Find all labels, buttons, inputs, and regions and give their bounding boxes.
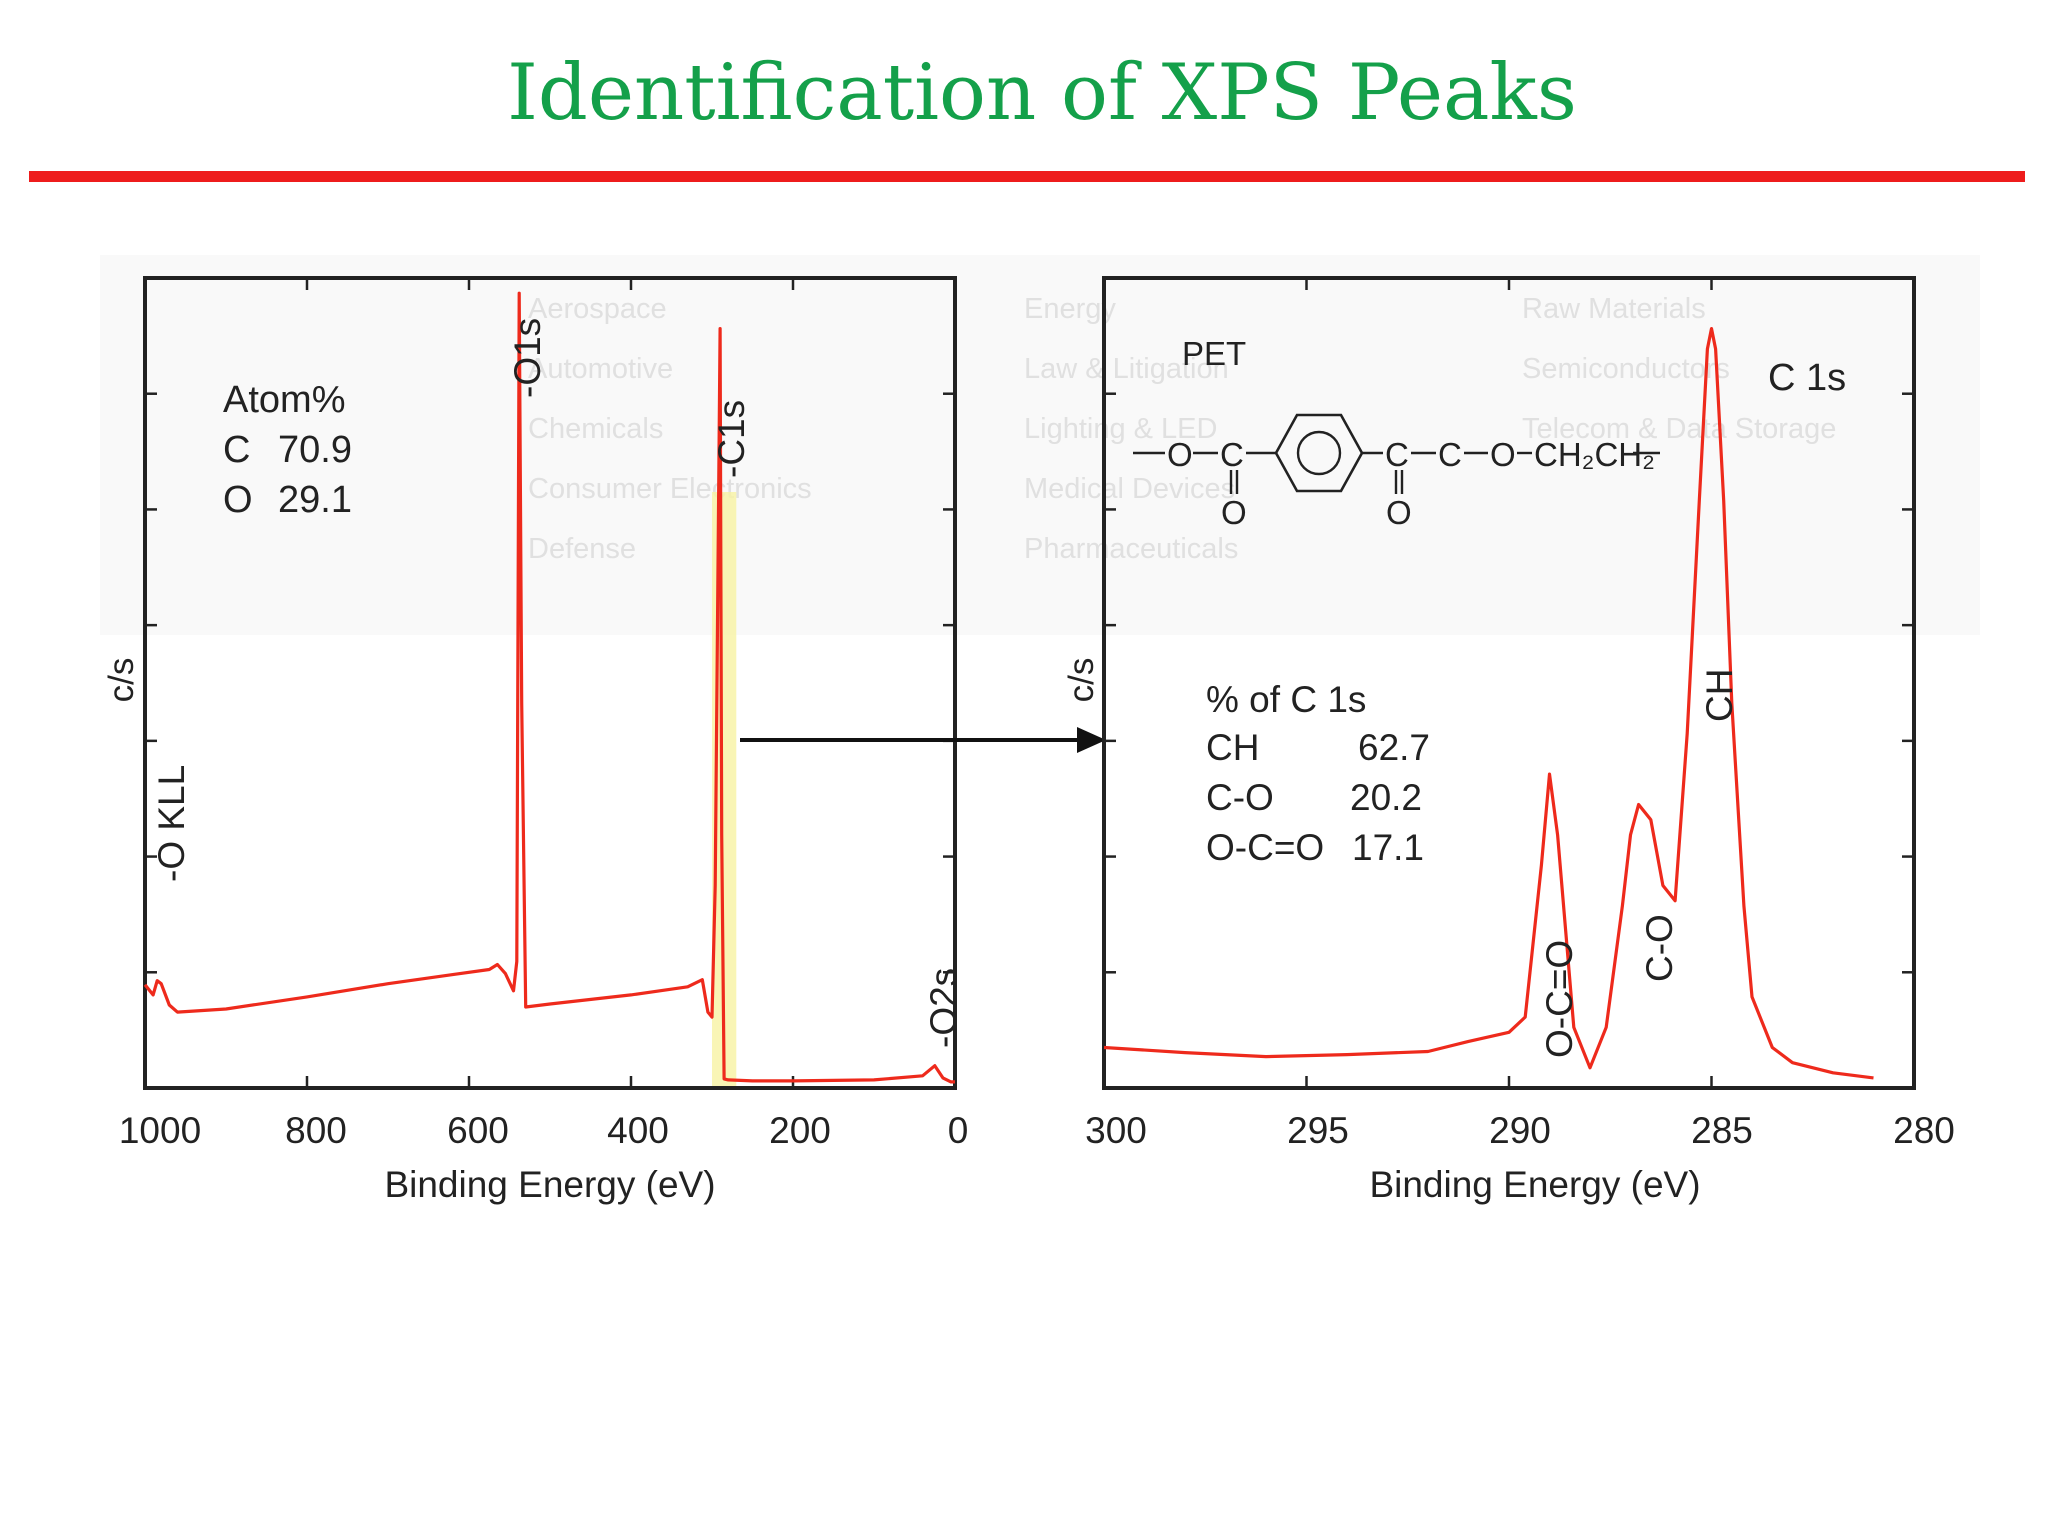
watermark-text-group: Aerospace Automotive Chemicals Consumer … (528, 293, 1836, 565)
c1s-tick-label: 285 (1691, 1110, 1753, 1151)
c1s-component-name: O-C=O (1206, 827, 1324, 868)
watermark-item: Medical Devices (1024, 473, 1235, 505)
survey-y-axis-label: c/s (102, 658, 141, 703)
structure-atom: O (1221, 494, 1247, 531)
c1s-tick-group (1102, 278, 1916, 1088)
survey-peak-label-o-kll: -O KLL (151, 765, 192, 882)
watermark-item: Telecom & Data Storage (1522, 413, 1836, 445)
watermark-item: Pharmaceuticals (1024, 533, 1238, 565)
c1s-component-name: CH (1206, 727, 1259, 768)
c1s-component-name: C-O (1206, 777, 1274, 818)
c1s-peak-label-ether: C-O (1639, 914, 1680, 982)
c1s-component-value: 62.7 (1358, 727, 1430, 768)
zoom-arrow (740, 727, 1106, 753)
c1s-tick-label: 280 (1893, 1110, 1955, 1151)
survey-peak-label-o1s: -O1s (507, 318, 548, 398)
c1s-component-value: 17.1 (1352, 827, 1424, 868)
watermark-item: Raw Materials (1522, 293, 1706, 325)
c1s-x-axis-label: Binding Energy (eV) (1369, 1164, 1700, 1205)
survey-peak-label-c1s: -C1s (711, 400, 752, 478)
watermark-band (100, 255, 1980, 635)
watermark-item: Consumer Electronics (528, 473, 812, 505)
title-rule (29, 171, 2025, 182)
c1s-tick-label: 295 (1287, 1110, 1349, 1151)
benzene-ring-circle (1296, 430, 1342, 476)
survey-tick-label: 600 (447, 1110, 509, 1151)
structure-atom: C (1220, 436, 1244, 473)
watermark-item: Energy (1024, 293, 1116, 325)
watermark-item: Aerospace (528, 293, 667, 325)
survey-tick-label: 400 (607, 1110, 669, 1151)
c1s-tick-label: 300 (1085, 1110, 1147, 1151)
watermark-item: Lighting & LED (1024, 413, 1217, 445)
survey-tick-label: 800 (285, 1110, 347, 1151)
survey-inset-title: Atom% (223, 379, 345, 421)
survey-peak-label-o2s: -O2s (923, 968, 964, 1048)
pet-compound-label: PET (1182, 335, 1246, 372)
survey-composition-value: 70.9 (278, 429, 352, 471)
c1s-y-axis-label: c/s (1062, 658, 1101, 703)
survey-plot-frame (143, 276, 957, 1090)
c1s-chart-title: C 1s (1768, 357, 1846, 399)
watermark-item: Semiconductors (1522, 353, 1730, 385)
structure-atom: C (1438, 436, 1462, 473)
structure-atom: C (1385, 436, 1409, 473)
pet-structure: PET O C O C O C O CH₂CH₂ (1133, 335, 1660, 531)
c1s-tick-label: 290 (1489, 1110, 1551, 1151)
survey-tick-label: 0 (948, 1110, 969, 1151)
watermark-item: Automotive (528, 353, 673, 385)
structure-atom: O (1167, 436, 1193, 473)
c1s-chart: 300 295 290 285 280 Binding Energy (eV) … (1062, 276, 1955, 1205)
survey-tick-label: 1000 (119, 1110, 201, 1151)
c1s-series-line (1103, 327, 1874, 1080)
structure-atom: CH₂CH₂ (1534, 436, 1655, 473)
watermark-item: Chemicals (528, 413, 663, 445)
survey-composition-value: 29.1 (278, 479, 352, 521)
structure-atom: O (1386, 494, 1412, 531)
survey-tick-label: 200 (769, 1110, 831, 1151)
c1s-peak-label-ch: CH (1699, 669, 1740, 722)
structure-atom: O (1490, 436, 1516, 473)
c1s-table-title: % of C 1s (1206, 679, 1366, 720)
survey-x-axis-label: Binding Energy (eV) (384, 1164, 715, 1205)
c1s-peak-label-ester: O-C=O (1539, 940, 1580, 1058)
watermark-item: Defense (528, 533, 636, 565)
slide-title: Identification of XPS Peaks (507, 48, 1577, 138)
c1s-component-value: 20.2 (1350, 777, 1422, 818)
survey-composition-element: C (223, 429, 250, 471)
survey-composition-element: O (223, 479, 253, 521)
watermark-item: Law & Litigation (1024, 353, 1229, 385)
survey-chart: 1000 800 600 400 200 0 Binding Energy (e… (102, 276, 969, 1205)
survey-series-line (143, 291, 955, 1084)
